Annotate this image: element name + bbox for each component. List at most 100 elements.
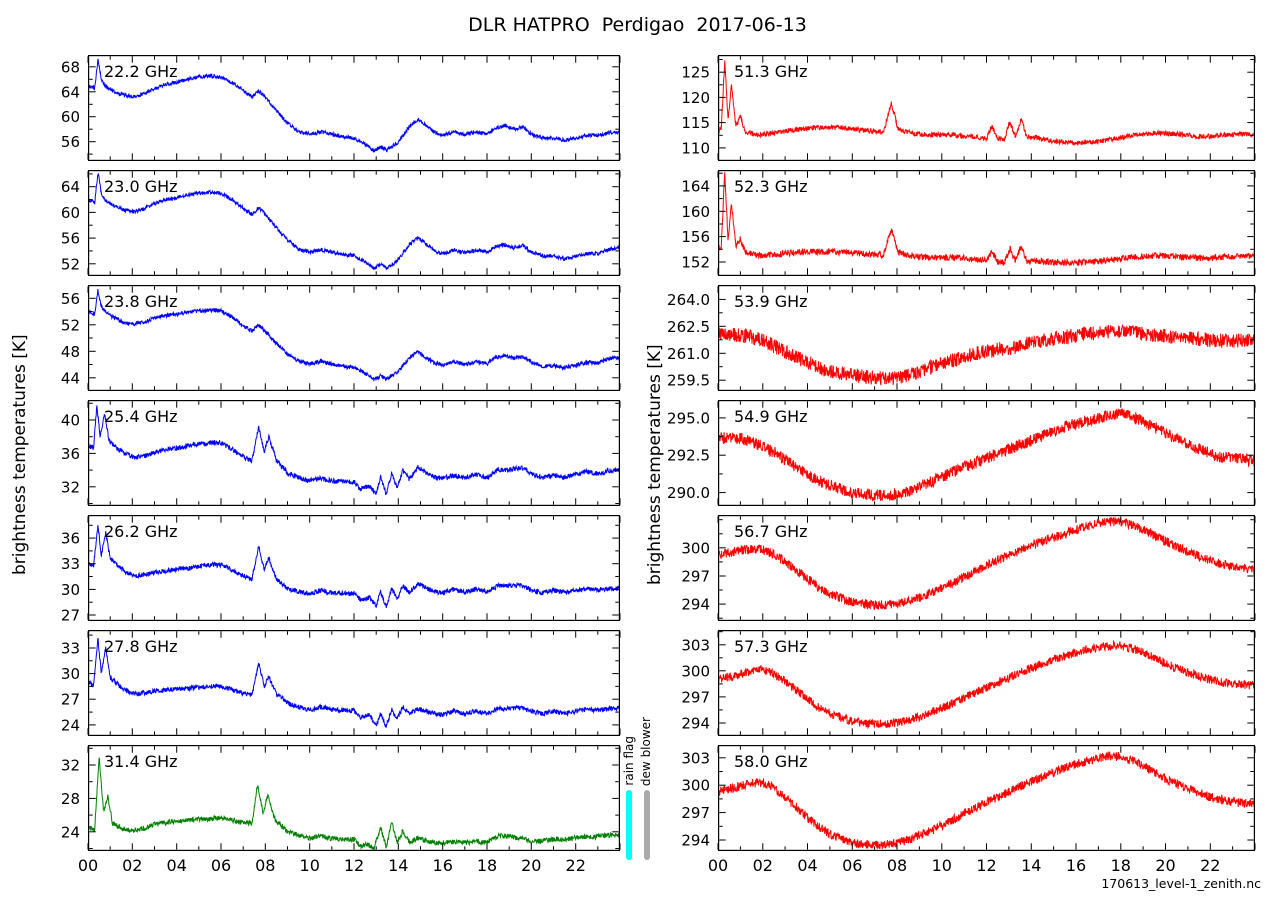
chart-panel-56-7-ghz: 294 297 300 56.7 GHz [681, 515, 1256, 622]
y-tick-label: 294 [681, 715, 710, 733]
x-tick-label: 06 [211, 856, 231, 875]
y-tick-label: 24 [61, 823, 80, 841]
chart-panel-25-4-ghz: 32 36 40 25.4 GHz [61, 400, 621, 507]
y-tick-label: 294 [681, 832, 710, 850]
y-tick-label: 60 [61, 108, 80, 126]
panel-background [88, 630, 620, 736]
y-tick-label: 164 [681, 177, 710, 195]
panel-frequency-label: 25.4 GHz [104, 407, 178, 426]
series-line [718, 517, 1255, 611]
x-tick-label: 12 [976, 856, 996, 875]
y-tick-label: 32 [61, 757, 80, 775]
x-tick-label: 00 [708, 856, 728, 875]
x-tick-label: 18 [1111, 856, 1131, 875]
chart-panel-53-9-ghz: 259.5 261.0 262.5 264.0 53.9 GHz [667, 285, 1256, 392]
y-tick-label: 33 [61, 640, 80, 658]
dew-blower-bar [644, 790, 650, 860]
chart-panel-51-3-ghz: 110 115 120 125 51.3 GHz [681, 55, 1256, 162]
panel-background [88, 400, 620, 506]
panel-background [88, 55, 620, 161]
x-tick-label: 18 [477, 856, 497, 875]
x-tick-label: 02 [753, 856, 773, 875]
chart-panel-31-4-ghz: 24 28 32 31.4 GHz [61, 745, 621, 852]
y-tick-label: 156 [681, 228, 710, 246]
panel-background [718, 630, 1255, 736]
chart-panel-52-3-ghz: 152 156 160 164 52.3 GHz [681, 170, 1256, 277]
chart-panel-58-0-ghz: 294 297 300 303 58.0 GHz [681, 745, 1256, 852]
y-tick-label: 292.5 [667, 447, 710, 465]
y-tick-label: 30 [61, 581, 80, 599]
y-tick-label: 56 [61, 230, 80, 248]
panel-background [718, 285, 1255, 391]
series-line [88, 637, 620, 728]
y-tick-label: 297 [681, 688, 710, 706]
panel-frequency-label: 31.4 GHz [104, 752, 178, 771]
panel-frequency-label: 51.3 GHz [734, 62, 808, 81]
y-tick-label: 261.0 [667, 345, 710, 363]
x-tick-label: 02 [122, 856, 142, 875]
series-line [88, 405, 620, 496]
panel-frequency-label: 54.9 GHz [734, 407, 808, 426]
x-tick-label: 22 [566, 856, 586, 875]
y-tick-label: 297 [681, 804, 710, 822]
y-tick-label: 24 [61, 716, 80, 734]
y-tick-label: 36 [61, 530, 80, 548]
y-tick-label: 259.5 [667, 372, 710, 390]
series-line [718, 60, 1255, 146]
y-tick-label: 300 [681, 539, 710, 557]
x-tick-label: 08 [255, 856, 275, 875]
x-tick-label: 14 [388, 856, 408, 875]
y-tick-label: 295.0 [667, 409, 710, 427]
y-tick-label: 264.0 [667, 291, 710, 309]
x-tick-label: 00 [78, 856, 98, 875]
panel-frequency-label: 27.8 GHz [104, 637, 178, 656]
y-tick-label: 68 [61, 58, 80, 76]
chart-panel-57-3-ghz: 294 297 300 303 57.3 GHz [681, 630, 1256, 737]
y-tick-label: 110 [681, 139, 710, 157]
panel-frame [87, 285, 620, 392]
y-tick-label: 152 [681, 254, 710, 272]
y-tick-label: 115 [681, 114, 710, 132]
chart-column-right: 110 115 120 125 51.3 GHz 152 156 160 164 52.3 GHz… [667, 55, 1256, 875]
flag-legend: rain flag dew blower [622, 693, 669, 860]
y-tick-label: 27 [61, 607, 80, 625]
panel-background [88, 170, 620, 276]
panel-frame [87, 55, 620, 162]
series-line [88, 58, 620, 153]
x-tick-label: 20 [1155, 856, 1175, 875]
panel-frequency-label: 58.0 GHz [734, 752, 808, 771]
panel-frequency-label: 23.0 GHz [104, 177, 178, 196]
y-tick-label: 32 [61, 478, 80, 496]
panel-frame [87, 170, 620, 277]
chart-panel-22-2-ghz: 56 60 64 68 22.2 GHz [61, 55, 621, 162]
y-tick-label: 262.5 [667, 318, 710, 336]
chart-panel-23-8-ghz: 44 48 52 56 23.8 GHz [61, 285, 621, 392]
panel-background [718, 55, 1255, 161]
series-line [88, 172, 620, 271]
x-tick-label: 16 [1066, 856, 1086, 875]
panel-background [88, 745, 620, 851]
series-line [718, 639, 1255, 730]
series-line [88, 289, 620, 382]
x-tick-label: 10 [300, 856, 320, 875]
panel-frame [717, 55, 1255, 162]
chart-panel-23-0-ghz: 52 56 60 64 23.0 GHz [61, 170, 621, 277]
panel-frequency-label: 52.3 GHz [734, 177, 808, 196]
y-tick-label: 33 [61, 555, 80, 573]
y-tick-label: 36 [61, 445, 80, 463]
y-tick-label: 64 [61, 83, 80, 101]
x-tick-label: 04 [167, 856, 187, 875]
x-tick-label: 20 [521, 856, 541, 875]
panel-frame [717, 285, 1255, 392]
y-tick-label: 52 [61, 255, 80, 273]
y-tick-label: 52 [61, 316, 80, 334]
figure-title: DLR HATPRO Perdigao 2017-06-13 [468, 14, 807, 36]
y-tick-label: 27 [61, 691, 80, 709]
panel-frame [87, 745, 620, 852]
y-tick-label: 56 [61, 133, 80, 151]
series-line [718, 323, 1255, 386]
x-tick-label: 14 [1021, 856, 1041, 875]
y-tick-label: 56 [61, 290, 80, 308]
y-tick-label: 125 [681, 64, 710, 82]
y-tick-label: 297 [681, 568, 710, 586]
